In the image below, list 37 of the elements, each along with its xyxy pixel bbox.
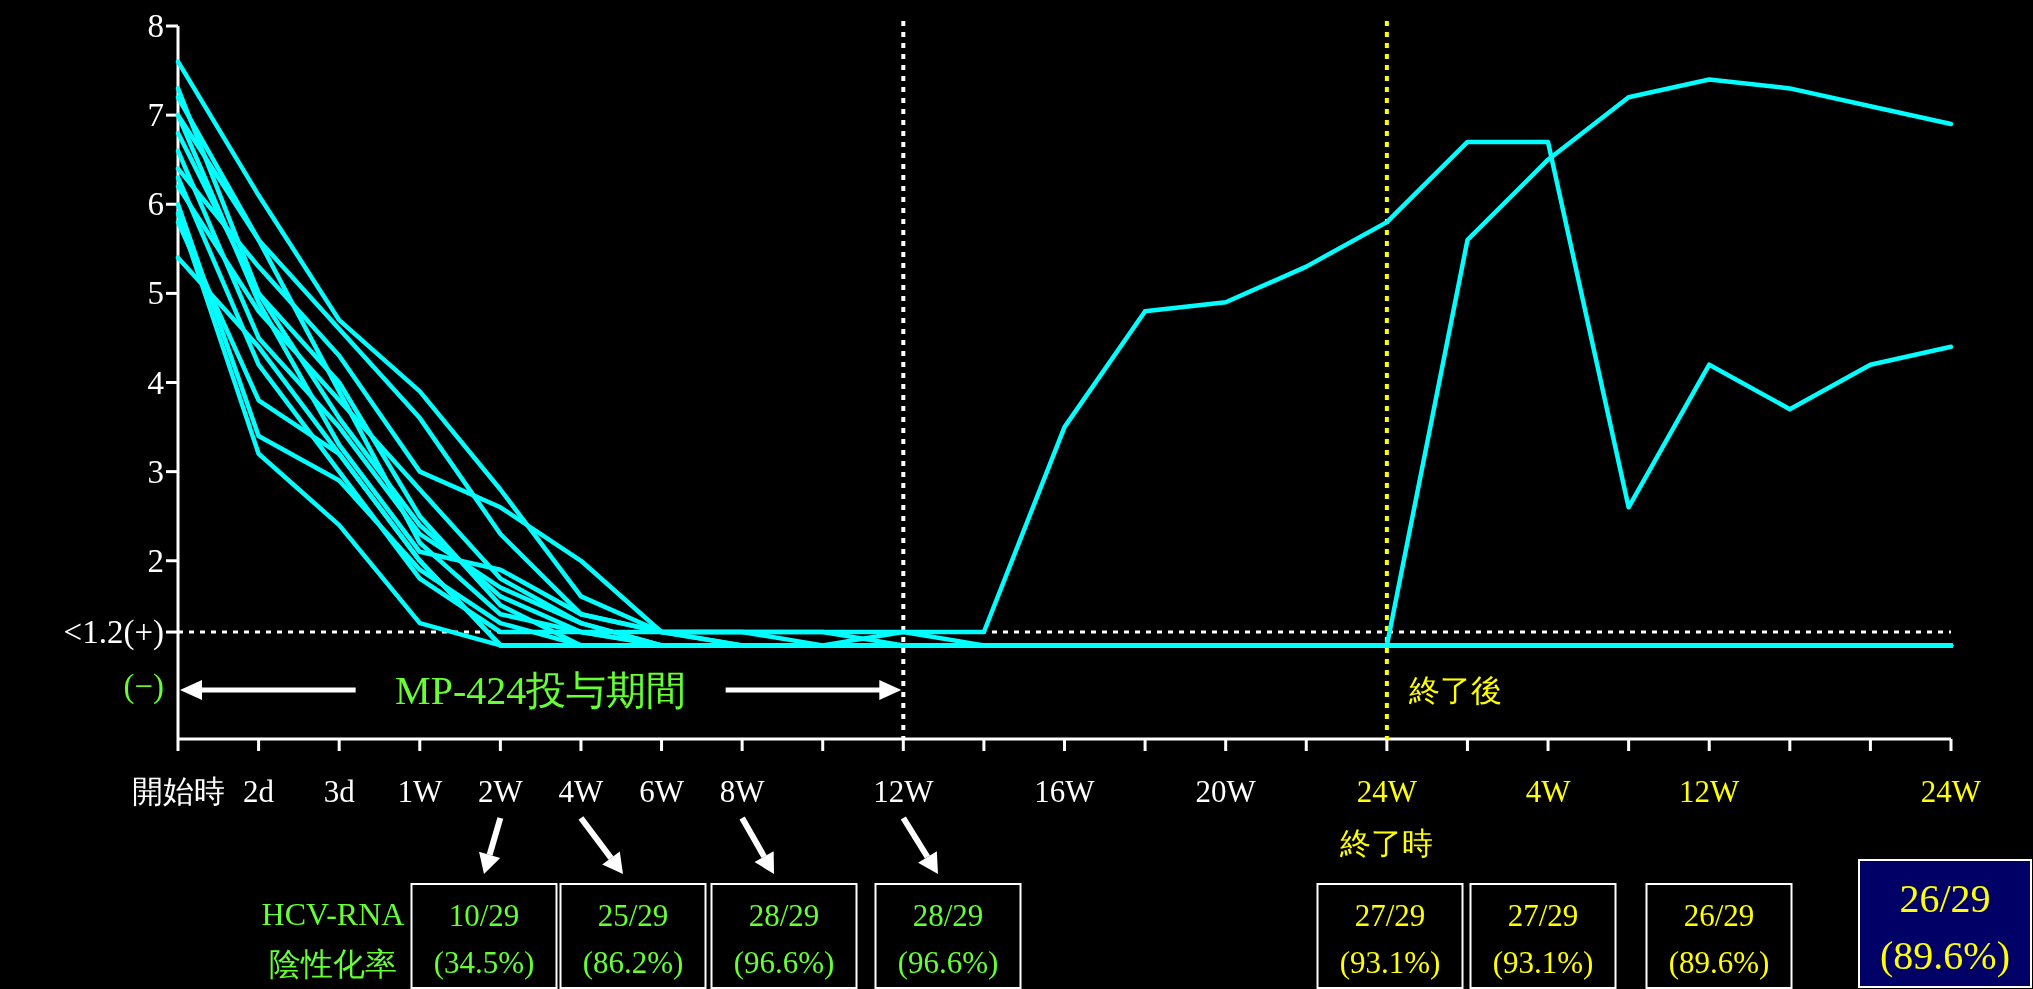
text: 終了時 xyxy=(1339,825,1434,861)
x-tick-label: 24W xyxy=(1920,773,1982,809)
x-tick-label: 16W xyxy=(1034,773,1096,809)
text: HCV-RNA xyxy=(261,896,405,932)
y-tick-label: (−) xyxy=(123,667,164,705)
y-tick-label: <1.2(+) xyxy=(63,614,164,652)
x-tick-label: 12W xyxy=(1679,773,1741,809)
y-tick-label: 5 xyxy=(147,275,164,312)
text: 28/29 (96.6%) xyxy=(897,897,999,980)
y-tick-label: 2 xyxy=(147,542,164,579)
x-tick-label: 開始時 xyxy=(131,773,225,809)
text: 陰性化率 xyxy=(269,946,397,982)
y-tick-label: 7 xyxy=(147,97,164,134)
x-tick-label: 8W xyxy=(719,773,766,809)
x-tick-label: 24W xyxy=(1356,773,1418,809)
x-tick-label: 4W xyxy=(558,773,605,809)
text: 26/29 (89.6%) xyxy=(1668,897,1770,980)
text: 27/29 (93.1%) xyxy=(1492,897,1594,980)
text: 27/29 (93.1%) xyxy=(1339,897,1441,980)
text: 28/29 (96.6%) xyxy=(733,897,835,980)
annotation: 終了後 xyxy=(1407,672,1502,708)
x-tick-label: 4W xyxy=(1525,773,1572,809)
y-tick-label: 6 xyxy=(147,186,164,223)
x-tick-label: 2d xyxy=(243,773,275,809)
y-tick-label: 3 xyxy=(147,453,164,490)
x-tick-label: 2W xyxy=(477,773,524,809)
x-tick-label: 1W xyxy=(397,773,443,809)
x-tick-label: 20W xyxy=(1195,773,1257,809)
x-tick-label: 12W xyxy=(873,773,935,809)
x-tick-label: 3d xyxy=(323,773,356,809)
x-tick-label: 6W xyxy=(639,773,685,809)
text: 25/29 (86.2%) xyxy=(582,897,684,980)
text: 10/29 (34.5%) xyxy=(433,897,535,980)
y-tick-label: 8 xyxy=(147,8,164,44)
y-tick-label: 4 xyxy=(147,364,164,401)
text: 26/29 (89.6%) xyxy=(1880,875,2010,978)
annotation: MP-424投与期間 xyxy=(395,667,687,713)
